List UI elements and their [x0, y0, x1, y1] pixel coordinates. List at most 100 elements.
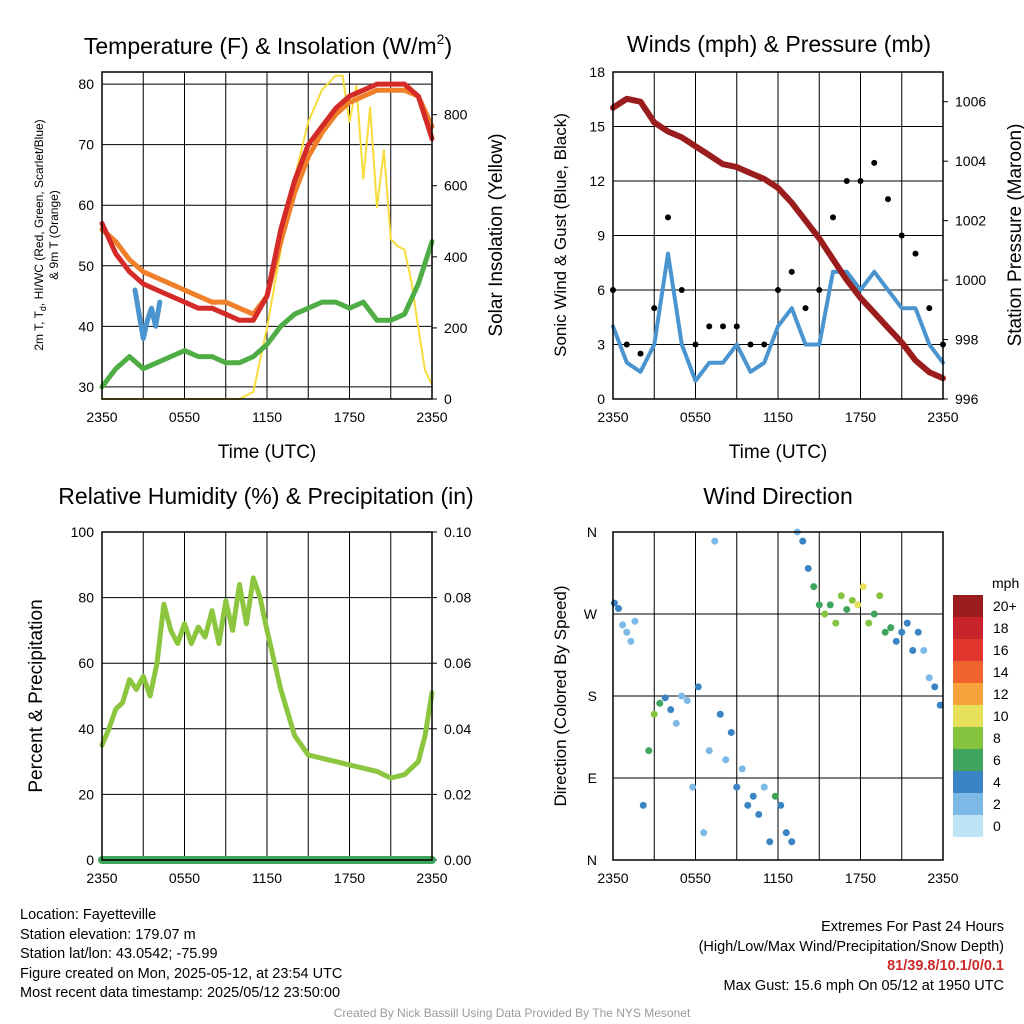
temperature-series-line — [99, 81, 435, 323]
temperature-title: Temperature (F) & Insolation (W/m2) — [84, 31, 452, 59]
direction-point — [898, 628, 906, 636]
direction-point — [627, 637, 635, 645]
gust-point — [816, 287, 823, 293]
direction-point — [782, 829, 790, 837]
location-text: Location: Fayetteville — [20, 907, 157, 923]
y2-tick-label: 400 — [444, 249, 468, 265]
direction-point — [870, 610, 878, 618]
direction-point — [694, 683, 702, 691]
legend-label: 10 — [993, 708, 1009, 724]
winds-plot-area: 0 3 6 9 12 15 18 996 998 1000 1002 1004 1006 2350 0550… — [589, 64, 986, 425]
direction-point — [815, 601, 823, 609]
humidity-title: Relative Humidity (%) & Precipitation (i… — [58, 483, 473, 509]
direction-point — [656, 699, 664, 707]
y2-tick-label: 0.00 — [444, 852, 471, 868]
direction-ylabel: Direction (Colored By Speed) — [551, 585, 570, 806]
direction-point — [749, 792, 757, 800]
direction-point — [619, 621, 627, 629]
credit-text: Created By Nick Bassill Using Data Provi… — [333, 1006, 691, 1020]
temperature-ylabel-line2: & 9m T (Orange) — [47, 190, 61, 280]
legend-label: 16 — [993, 642, 1009, 658]
humidity-line — [99, 575, 435, 781]
temperature-y2label: Solar Insolation (Yellow) — [486, 133, 507, 336]
legend-swatch — [953, 661, 983, 683]
legend-swatch — [953, 815, 983, 837]
x-tick-label: 1750 — [845, 870, 876, 886]
direction-point — [678, 692, 686, 700]
gust-point — [651, 305, 658, 312]
direction-point — [766, 838, 774, 846]
y-tick-label: 50 — [78, 258, 94, 274]
direction-point — [645, 747, 653, 755]
direction-tick-label: W — [584, 606, 598, 622]
direction-point — [650, 710, 658, 718]
created-text: Figure created on Mon, 2025-05-12, at 23… — [20, 965, 343, 982]
y2-tick-label: 1002 — [955, 213, 986, 229]
max-gust-text: Max Gust: 15.6 mph On 05/12 at 1950 UTC — [723, 977, 1004, 994]
direction-point — [887, 624, 895, 632]
y2-tick-label: 0.04 — [444, 721, 471, 737]
gust-point — [898, 232, 905, 239]
plot-border — [101, 71, 433, 400]
direction-point — [760, 783, 768, 791]
legend-swatch — [953, 683, 983, 705]
direction-tick-label: E — [588, 770, 597, 786]
y2-tick-label: 0.10 — [444, 524, 471, 540]
plot-border — [612, 531, 944, 861]
direction-tick-label: N — [587, 524, 597, 540]
direction-point — [683, 697, 691, 705]
y2-tick-label: 0.06 — [444, 655, 471, 671]
temperature-panel: Temperature (F) & Insolation (W/m2) 30 40… — [32, 31, 507, 463]
gust-point — [775, 287, 781, 293]
legend-label: 6 — [993, 752, 1001, 768]
x-tick-label: 1750 — [334, 870, 365, 886]
direction-point — [722, 756, 730, 764]
direction-point — [931, 683, 939, 691]
direction-point — [689, 783, 697, 791]
y-tick-label: 30 — [78, 379, 94, 395]
temperature-ylabel-line1: 2m T, Td, HI/WC (Red, Green, Scarlet/Blu… — [32, 119, 48, 350]
humidity-panel: Relative Humidity (%) & Precipitation (i… — [26, 483, 474, 886]
legend-swatch — [953, 727, 983, 749]
direction-point — [837, 592, 845, 600]
temperature-xlabel: Time (UTC) — [218, 442, 317, 463]
legend-label: 18 — [993, 620, 1009, 636]
direction-point — [727, 728, 735, 736]
x-tick-label: 1750 — [845, 409, 876, 425]
legend-label: 8 — [993, 730, 1001, 746]
direction-point — [711, 537, 719, 545]
speed-legend: mph 20+ 18 16 14 12 10 8 6 4 2 0 — [953, 575, 1019, 837]
sonic-wind-line — [611, 251, 945, 383]
y-tick-label: 0 — [86, 852, 94, 868]
extremes-info: Extremes For Past 24 Hours (High/Low/Max… — [699, 918, 1004, 996]
x-tick-label: 1150 — [763, 409, 793, 425]
y2-tick-label: 998 — [955, 332, 979, 348]
direction-point — [744, 801, 752, 809]
x-tick-label: 2350 — [86, 870, 117, 886]
x-tick-label: 2350 — [927, 409, 958, 425]
y2-tick-label: 1004 — [955, 153, 986, 169]
direction-point — [832, 619, 840, 627]
x-tick-label: 2350 — [416, 409, 447, 425]
y2-tick-label: 0.08 — [444, 590, 471, 606]
direction-point — [881, 628, 889, 636]
y-tick-label: 60 — [78, 197, 94, 213]
direction-point — [615, 605, 622, 613]
legend-swatch — [953, 771, 983, 793]
legend-label: 2 — [993, 796, 1001, 812]
gust-point — [706, 323, 713, 330]
legend-label: 14 — [993, 664, 1009, 680]
winds-xlabel: Time (UTC) — [729, 442, 828, 463]
extremes-title: Extremes For Past 24 Hours — [821, 919, 1004, 935]
gust-point — [665, 214, 671, 221]
legend-label: 4 — [993, 774, 1001, 790]
recent-text: Most recent data timestamp: 2025/05/12 2… — [20, 985, 341, 1001]
winds-ylabel: Sonic Wind & Gust (Blue, Black) — [551, 113, 570, 357]
direction-point — [914, 628, 922, 636]
y-tick-label: 9 — [597, 228, 605, 244]
y-tick-label: 6 — [597, 282, 605, 298]
direction-point — [804, 564, 812, 572]
direction-point — [771, 792, 779, 800]
